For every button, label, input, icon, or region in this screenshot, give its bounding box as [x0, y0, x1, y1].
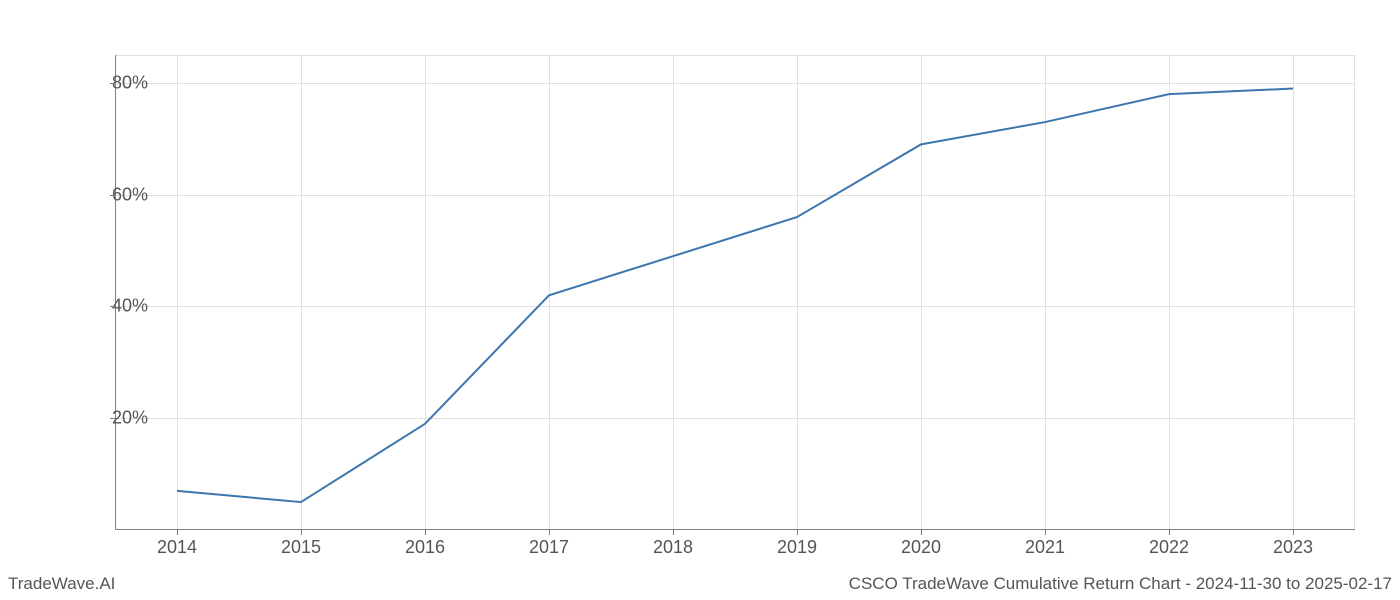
- return-line: [177, 89, 1293, 503]
- x-tick-label: 2022: [1149, 537, 1189, 558]
- y-tick-mark: [110, 418, 115, 419]
- y-tick-label: 20%: [112, 408, 148, 429]
- y-tick-label: 60%: [112, 184, 148, 205]
- x-tick-mark: [1169, 530, 1170, 535]
- chart-plot-area: [115, 55, 1355, 530]
- x-tick-label: 2015: [281, 537, 321, 558]
- y-tick-mark: [110, 195, 115, 196]
- line-series: [115, 55, 1355, 530]
- y-tick-label: 80%: [112, 72, 148, 93]
- x-tick-label: 2014: [157, 537, 197, 558]
- x-tick-mark: [301, 530, 302, 535]
- x-tick-mark: [177, 530, 178, 535]
- x-tick-mark: [1045, 530, 1046, 535]
- x-tick-mark: [425, 530, 426, 535]
- y-tick-mark: [110, 83, 115, 84]
- x-tick-label: 2023: [1273, 537, 1313, 558]
- footer-brand: TradeWave.AI: [8, 574, 115, 594]
- x-tick-mark: [673, 530, 674, 535]
- x-tick-label: 2016: [405, 537, 445, 558]
- y-tick-label: 40%: [112, 296, 148, 317]
- x-tick-label: 2019: [777, 537, 817, 558]
- footer-caption: CSCO TradeWave Cumulative Return Chart -…: [849, 574, 1392, 594]
- x-tick-mark: [797, 530, 798, 535]
- x-tick-mark: [549, 530, 550, 535]
- x-tick-label: 2021: [1025, 537, 1065, 558]
- x-tick-label: 2017: [529, 537, 569, 558]
- x-tick-mark: [1293, 530, 1294, 535]
- x-tick-mark: [921, 530, 922, 535]
- x-tick-label: 2018: [653, 537, 693, 558]
- x-tick-label: 2020: [901, 537, 941, 558]
- y-axis-spine: [115, 55, 116, 530]
- y-tick-mark: [110, 306, 115, 307]
